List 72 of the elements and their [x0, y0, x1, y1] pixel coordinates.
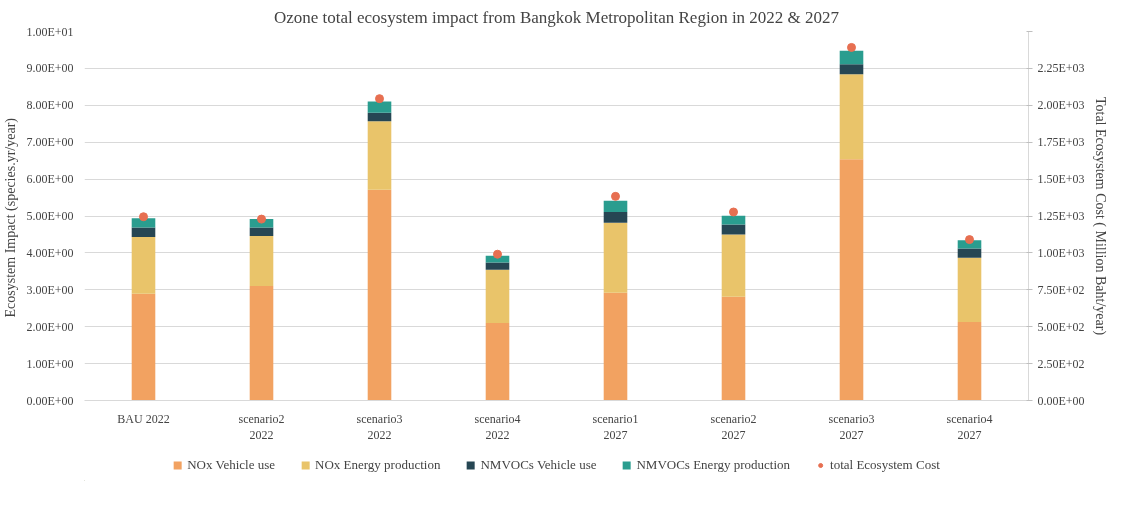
x-tick-label: scenario2 2027	[710, 411, 757, 443]
bar	[249, 227, 274, 236]
y-tick-label: 4.00E+00	[26, 245, 74, 260]
bar	[131, 237, 156, 294]
bar	[603, 211, 628, 223]
legend-label: NMVOCs Vehicle use	[480, 457, 597, 473]
point	[139, 212, 148, 222]
bar	[131, 227, 156, 238]
bar	[249, 286, 274, 401]
y2-axis-title: Total Ecosystem Cost ( Million Baht/year)	[1091, 96, 1108, 336]
y2-tick-label: 5.00E+02	[1037, 319, 1085, 334]
x-tick-label: scenario4 2027	[946, 411, 993, 443]
chart-title: Ozone total ecosystem impact from Bangkok Metropolitan Region in 2022 & 2027	[273, 7, 840, 27]
y2-tick-label: 1.50E+03	[1037, 172, 1085, 187]
bar	[839, 64, 864, 75]
point	[965, 235, 974, 245]
bar	[721, 234, 746, 297]
point	[611, 191, 620, 201]
bar	[485, 323, 510, 401]
bar	[839, 74, 864, 160]
x-tick-label: scenario4 2022	[474, 411, 521, 443]
x-tick-label: scenario3 2027	[828, 411, 875, 443]
y-tick-label: 2.00E+00	[26, 319, 74, 334]
bar	[957, 257, 982, 322]
y-tick-label: 9.00E+00	[26, 61, 74, 76]
y2-tick-label: 7.50E+02	[1037, 282, 1085, 297]
bar	[721, 224, 746, 235]
y-tick-label: 5.00E+00	[26, 209, 74, 223]
bar	[603, 200, 628, 212]
bar	[367, 189, 392, 401]
x-tick-label: scenario1 2027	[592, 411, 639, 443]
bar	[485, 262, 510, 270]
point	[375, 94, 384, 104]
bar	[131, 293, 156, 401]
point	[847, 42, 856, 52]
bar	[367, 121, 392, 190]
y-axis-title: Ecosystem Impact (species.yr/year)	[3, 117, 20, 318]
y-tick-label: 1.00E+01	[26, 24, 74, 39]
bar	[603, 292, 628, 401]
y-tick-label: 1.00E+00	[26, 356, 74, 371]
y-tick-label: 0.00E+00	[26, 393, 74, 408]
y-tick-label: 3.00E+00	[26, 282, 74, 297]
bar	[957, 248, 982, 258]
x-tick-label: scenario2 2022	[238, 411, 285, 443]
y2-tick-label: 1.75E+03	[1037, 135, 1085, 150]
legend-label: NOx Vehicle use	[187, 457, 276, 473]
y2-tick-label: 2.25E+03	[1037, 61, 1085, 76]
point	[257, 214, 266, 224]
y2-tick-label: 2.50E+02	[1037, 356, 1085, 371]
bar	[957, 321, 982, 401]
bar	[603, 222, 628, 293]
y2-tick-label: 1.00E+03	[1037, 245, 1085, 260]
bar	[367, 101, 392, 113]
y-tick-label: 8.00E+00	[26, 98, 74, 113]
x-tick-label: BAU 2022	[117, 411, 170, 426]
x-tick-label: scenario3 2022	[356, 411, 403, 443]
bar	[839, 159, 864, 401]
legend-label: total Ecosystem Cost	[830, 457, 940, 473]
point	[729, 207, 738, 217]
y2-tick-label: 2.00E+03	[1037, 98, 1085, 113]
bar	[485, 269, 510, 324]
bar	[839, 50, 864, 65]
y-tick-label: 6.00E+00	[26, 172, 74, 187]
bar	[249, 235, 274, 287]
legend-label: NOx Energy production	[315, 457, 441, 473]
bar	[367, 112, 392, 122]
point	[493, 249, 502, 259]
legend-label: NMVOCs Energy production	[636, 457, 791, 473]
y2-tick-label: 0.00E+00	[1037, 393, 1085, 408]
bar	[721, 296, 746, 401]
y-tick-label: 7.00E+00	[26, 135, 74, 150]
y2-tick-label: 1.25E+03	[1037, 209, 1085, 223]
